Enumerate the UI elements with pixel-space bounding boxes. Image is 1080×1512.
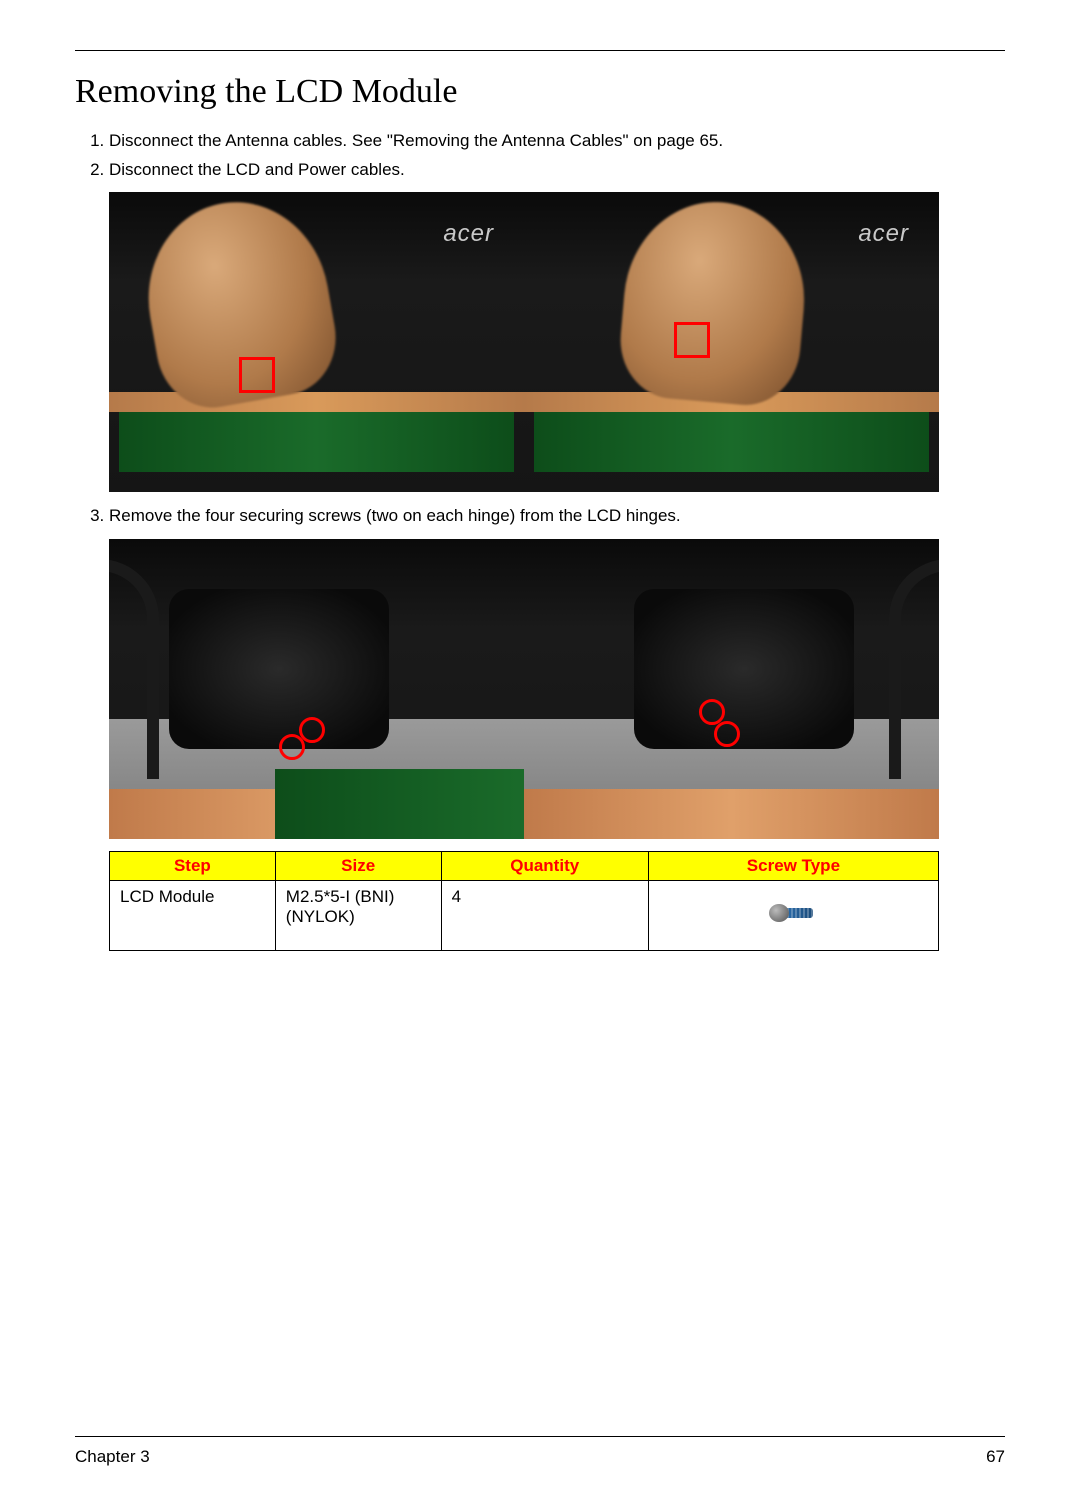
top-rule (75, 50, 1005, 51)
table-header-row: Step Size Quantity Screw Type (110, 851, 939, 880)
step-text: Remove the four securing screws (two on … (109, 506, 681, 525)
photo-right-panel: acer (524, 192, 939, 492)
photo-right-panel (524, 539, 939, 839)
brand-label: acer (443, 220, 494, 248)
page-footer: Chapter 3 67 (75, 1436, 1005, 1467)
footer-page-number: 67 (986, 1447, 1005, 1467)
copper-strip (109, 392, 524, 412)
col-screw-type: Screw Type (648, 851, 938, 880)
highlight-box-icon (239, 357, 275, 393)
instruction-photo-cables: acer acer (109, 192, 939, 492)
pcb-area (119, 412, 514, 472)
pcb-area (275, 769, 524, 839)
bottom-rule (75, 1436, 1005, 1437)
step-list: Remove the four securing screws (two on … (109, 504, 1005, 529)
copper-strip (524, 789, 939, 839)
instruction-photo-hinges (109, 539, 939, 839)
brand-label: acer (858, 220, 909, 248)
cell-step: LCD Module (110, 880, 276, 950)
step-item: Disconnect the Antenna cables. See "Remo… (109, 129, 1005, 154)
col-step: Step (110, 851, 276, 880)
cell-size: M2.5*5-I (BNI)(NYLOK) (275, 880, 441, 950)
table-row: LCD Module M2.5*5-I (BNI)(NYLOK) 4 (110, 880, 939, 950)
photo-left-panel (109, 539, 524, 839)
step-text: Disconnect the LCD and Power cables. (109, 160, 405, 179)
photo-left-panel: acer (109, 192, 524, 492)
footer-chapter: Chapter 3 (75, 1447, 150, 1467)
cell-screw-image (648, 880, 938, 950)
pcb-area (534, 412, 929, 472)
step-list: Disconnect the Antenna cables. See "Remo… (109, 129, 1005, 182)
highlight-circle-icon (299, 717, 325, 743)
screw-icon (769, 898, 817, 928)
cable-graphic (109, 559, 159, 779)
section-heading: Removing the LCD Module (75, 73, 1005, 111)
highlight-circle-icon (714, 721, 740, 747)
step-item: Remove the four securing screws (two on … (109, 504, 1005, 529)
step-item: Disconnect the LCD and Power cables. (109, 158, 1005, 183)
step-text: Disconnect the Antenna cables. See "Remo… (109, 131, 723, 150)
cable-graphic (889, 559, 939, 779)
col-quantity: Quantity (441, 851, 648, 880)
hinge-graphic (169, 589, 389, 749)
hinge-graphic (634, 589, 854, 749)
highlight-box-icon (674, 322, 710, 358)
hand-graphic (616, 195, 813, 410)
screw-table: Step Size Quantity Screw Type LCD Module… (109, 851, 939, 951)
cell-quantity: 4 (441, 880, 648, 950)
col-size: Size (275, 851, 441, 880)
